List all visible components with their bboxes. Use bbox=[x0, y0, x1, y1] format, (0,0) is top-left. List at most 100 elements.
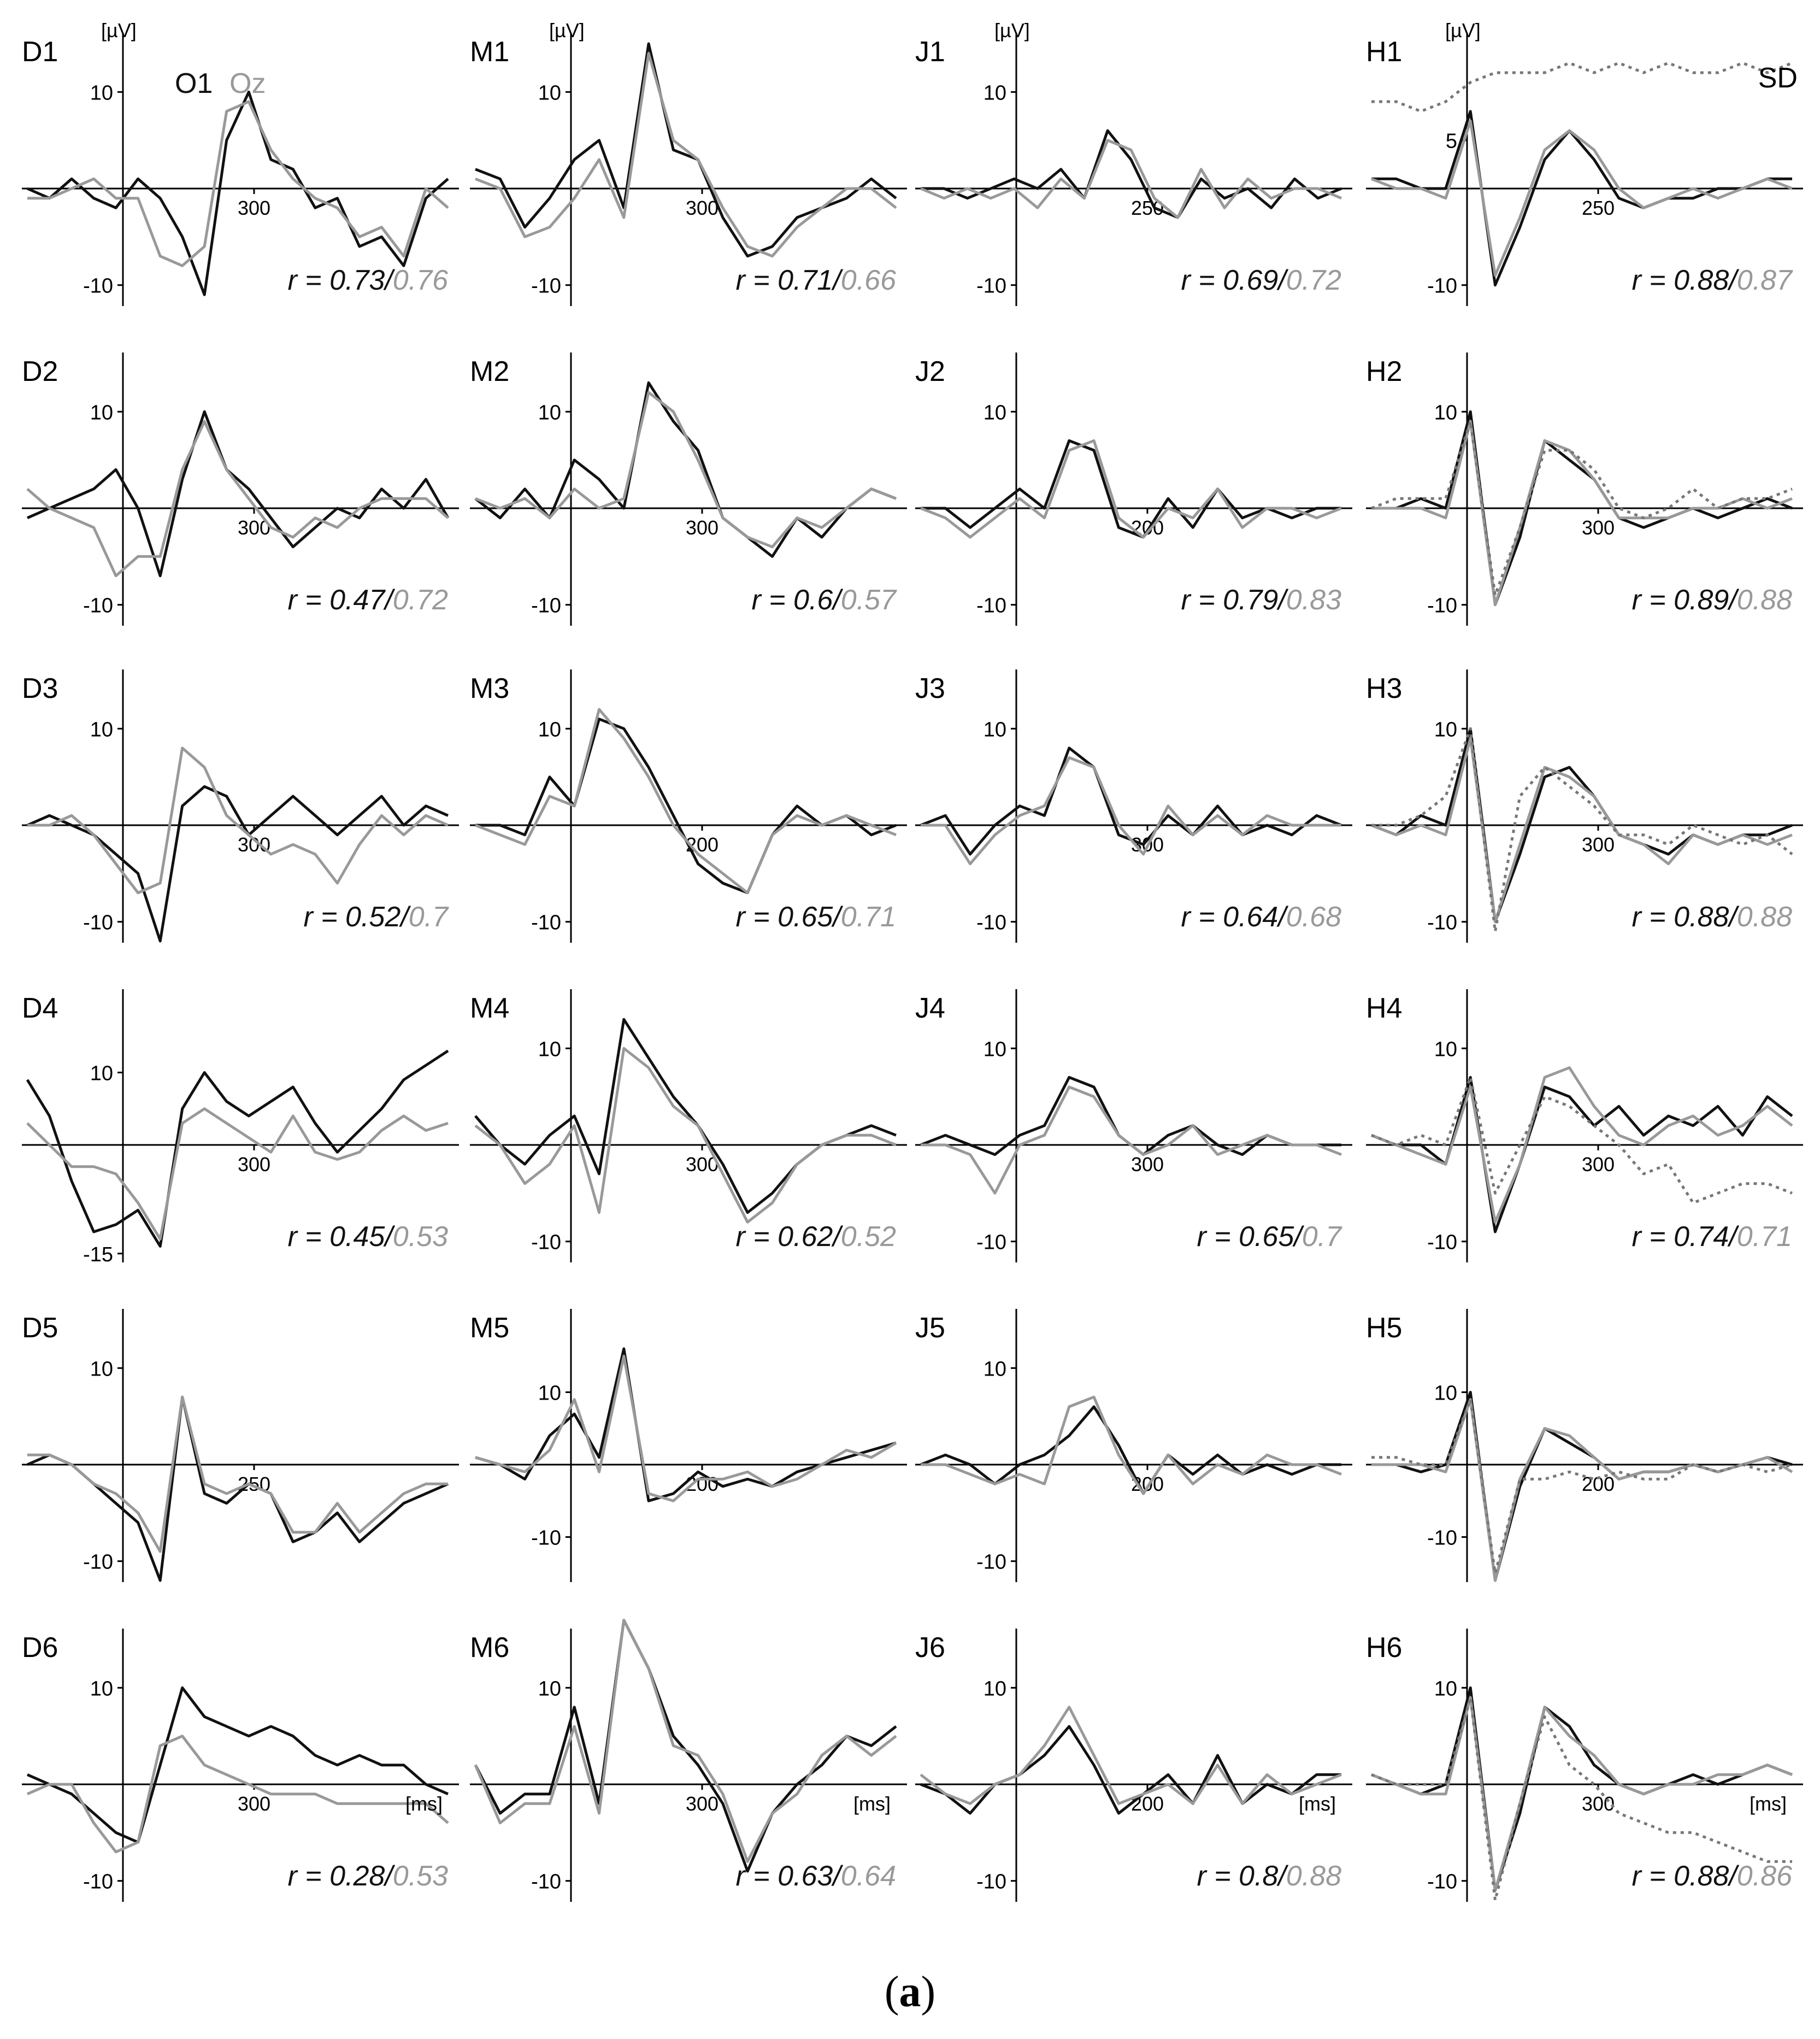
correlation-label: r = 0.52/0.7 bbox=[303, 901, 449, 933]
panel-H1: H1 5 -10 250 r = 0.88/0.87 [µV] SD bbox=[1366, 19, 1803, 306]
unit-label: [µV] bbox=[994, 19, 1030, 42]
x-tick-label: 300 bbox=[238, 1153, 270, 1176]
correlation-label: r = 0.73/0.76 bbox=[288, 265, 449, 296]
y-tick-label: -10 bbox=[1427, 1871, 1457, 1894]
y-tick-label: -10 bbox=[1427, 1231, 1457, 1254]
panel-label: J1 bbox=[915, 36, 945, 68]
correlation-label: r = 0.88/0.87 bbox=[1632, 265, 1794, 296]
y-tick-label: 10 bbox=[1434, 718, 1457, 741]
y-tick-label: 10 bbox=[90, 1677, 113, 1700]
x-tick-label: 300 bbox=[1131, 1153, 1164, 1176]
y-tick-label: 10 bbox=[983, 1358, 1006, 1380]
series-o1 bbox=[1371, 1076, 1793, 1233]
y-tick-label: -10 bbox=[531, 1231, 561, 1254]
series-oz bbox=[26, 1107, 449, 1241]
x-tick-label: 250 bbox=[1131, 197, 1164, 219]
y-tick-label: -10 bbox=[1427, 912, 1457, 935]
panel-D1: D1 10 -10 300 r = 0.73/0.76 [µV] O1 Oz bbox=[22, 19, 459, 306]
panel-label: D4 bbox=[22, 992, 58, 1024]
y-tick-label: -10 bbox=[531, 912, 561, 935]
correlation-label: r = 0.74/0.71 bbox=[1632, 1221, 1792, 1253]
correlation-label: r = 0.65/0.7 bbox=[1197, 1221, 1342, 1253]
series-oz bbox=[921, 1395, 1342, 1495]
time-label: [ms] bbox=[853, 1793, 891, 1815]
correlation-label: r = 0.8/0.88 bbox=[1197, 1860, 1341, 1892]
series-sd bbox=[1371, 727, 1793, 933]
figure-caption: (a) bbox=[0, 1967, 1820, 2017]
panel-label: H1 bbox=[1366, 36, 1402, 68]
panel-H2: H2 10 -10 300 r = 0.89/0.88 bbox=[1366, 352, 1803, 626]
series-oz bbox=[475, 1354, 897, 1502]
y-tick-label: -10 bbox=[531, 1527, 561, 1550]
series-sd bbox=[1371, 420, 1793, 597]
y-tick-label: -10 bbox=[1427, 275, 1457, 298]
correlation-label: r = 0.47/0.72 bbox=[288, 584, 449, 616]
series-oz bbox=[1371, 119, 1793, 277]
panel-label: J5 bbox=[915, 1312, 945, 1344]
series-o1 bbox=[920, 1405, 1341, 1495]
correlation-label: r = 0.28/0.53 bbox=[288, 1860, 449, 1892]
x-tick-label: 300 bbox=[1582, 1793, 1615, 1815]
correlation-label: r = 0.65/0.71 bbox=[736, 901, 896, 933]
caption-letter: a bbox=[899, 1968, 921, 2016]
series-oz bbox=[920, 1706, 1342, 1805]
panel-label: H5 bbox=[1366, 1312, 1402, 1344]
y-tick-label: -10 bbox=[83, 595, 113, 618]
panel-label: D3 bbox=[22, 673, 58, 704]
panel-label: J4 bbox=[915, 992, 945, 1024]
y-tick-label: -10 bbox=[976, 1231, 1006, 1254]
y-tick-label: -15 bbox=[83, 1243, 113, 1266]
series-o1 bbox=[1371, 110, 1792, 287]
series-oz bbox=[475, 708, 897, 895]
y-tick-label: -10 bbox=[1427, 595, 1457, 618]
series-sd bbox=[1371, 1696, 1792, 1902]
correlation-label: r = 0.63/0.64 bbox=[736, 1860, 896, 1892]
x-tick-label: 300 bbox=[686, 516, 718, 539]
time-label: [ms] bbox=[405, 1793, 443, 1815]
series-oz bbox=[27, 747, 449, 895]
panel-H5: H5 10 -10 200 bbox=[1366, 1309, 1803, 1582]
panel-label: H3 bbox=[1366, 673, 1402, 704]
series-o1 bbox=[26, 1049, 449, 1248]
correlation-label: r = 0.89/0.88 bbox=[1632, 584, 1793, 616]
series-oz bbox=[920, 139, 1342, 219]
y-tick-label: -10 bbox=[531, 595, 561, 618]
series-oz bbox=[920, 439, 1342, 539]
y-tick-label: 10 bbox=[1434, 1677, 1457, 1700]
series-oz bbox=[921, 1085, 1342, 1195]
correlation-label: r = 0.71/0.66 bbox=[736, 265, 897, 296]
correlation-label: r = 0.69/0.72 bbox=[1181, 265, 1342, 296]
correlation-label: r = 0.79/0.83 bbox=[1181, 584, 1342, 616]
y-tick-label: -10 bbox=[976, 1871, 1006, 1894]
y-tick-label: -10 bbox=[976, 595, 1006, 618]
panel-label: H6 bbox=[1366, 1632, 1402, 1664]
series-oz bbox=[475, 52, 897, 258]
panel-D3: D3 10 -10 300 r = 0.52/0.7 bbox=[22, 669, 459, 943]
series-oz bbox=[474, 1047, 897, 1224]
y-tick-label: -10 bbox=[976, 1551, 1006, 1574]
series-o1 bbox=[26, 410, 450, 578]
panel-J4: J4 10 -10 300 r = 0.65/0.7 bbox=[915, 989, 1352, 1262]
y-tick-label: -10 bbox=[976, 912, 1006, 935]
series-oz bbox=[26, 420, 449, 578]
x-tick-label: 300 bbox=[238, 1793, 270, 1815]
panel-H4: H4 10 -10 300 r = 0.74/0.71 bbox=[1366, 989, 1803, 1262]
y-tick-label: 10 bbox=[983, 1677, 1006, 1700]
x-tick-label: 300 bbox=[238, 197, 270, 219]
y-tick-label: 10 bbox=[538, 1038, 561, 1061]
series-oz bbox=[1371, 420, 1793, 607]
series-o1 bbox=[921, 439, 1341, 539]
panel-label: H4 bbox=[1366, 992, 1402, 1024]
series-oz bbox=[27, 1395, 448, 1553]
series-oz bbox=[26, 1735, 449, 1854]
y-tick-label: -10 bbox=[83, 912, 113, 935]
panel-label: H2 bbox=[1366, 356, 1402, 387]
time-label: [ms] bbox=[1750, 1793, 1787, 1815]
x-tick-label: 300 bbox=[1582, 1153, 1615, 1176]
y-tick-label: 10 bbox=[983, 1038, 1006, 1061]
y-tick-label: -10 bbox=[531, 1871, 561, 1894]
correlation-label: r = 0.88/0.88 bbox=[1632, 901, 1793, 933]
